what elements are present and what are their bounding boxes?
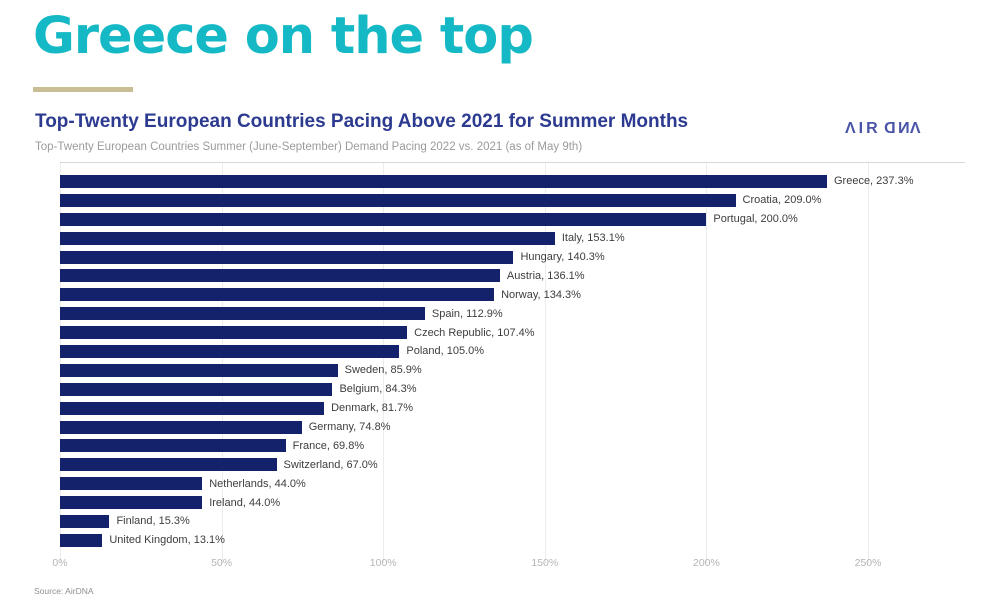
- logo-letter: Λ: [909, 120, 924, 137]
- bar-label: Greece, 237.3%: [833, 175, 914, 188]
- bar-switzerland: [60, 458, 277, 472]
- bar-portugal: [60, 212, 707, 226]
- bar-ireland: [60, 496, 203, 510]
- bar-label: Italy, 153.1%: [561, 232, 625, 245]
- bar-label: Spain, 112.9%: [431, 307, 503, 320]
- bar-netherlands: [60, 477, 203, 491]
- bar-norway: [60, 288, 495, 302]
- bar-label: Sweden, 85.9%: [344, 364, 422, 377]
- x-tick-label: 50%: [211, 557, 233, 569]
- bar-row: Germany, 74.8%: [60, 418, 965, 437]
- bar-label: Hungary, 140.3%: [520, 251, 605, 263]
- bar-greece: [60, 174, 827, 188]
- bar-label: Croatia, 209.0%: [742, 194, 822, 207]
- bar-denmark: [60, 401, 325, 415]
- bar-belgium: [60, 382, 333, 396]
- bar-row: Italy, 153.1%: [60, 229, 965, 248]
- x-tick-label: 250%: [854, 557, 882, 569]
- bar-row: United Kingdom, 13.1%: [60, 531, 965, 550]
- x-tick-label: 150%: [531, 557, 559, 569]
- bar-label: United Kingdom, 13.1%: [109, 534, 225, 547]
- bar-row: Czech Republic, 107.4%: [60, 323, 965, 342]
- bar-row: Portugal, 200.0%: [60, 210, 965, 229]
- bar-france: [60, 439, 286, 453]
- bar-spain: [60, 307, 425, 321]
- bar-row: Hungary, 140.3%: [60, 248, 965, 267]
- gridline: [221, 163, 223, 563]
- logo-letter: I: [858, 120, 867, 137]
- bar-row: Switzerland, 67.0%: [60, 455, 965, 474]
- bar-label: Austria, 136.1%: [506, 269, 585, 282]
- bar-hungary: [60, 250, 514, 264]
- bar-label: Germany, 74.8%: [308, 421, 391, 434]
- bar-row: Spain, 112.9%: [60, 304, 965, 323]
- x-tick-label: 200%: [692, 557, 720, 569]
- slide-title: Greece on the top: [33, 7, 534, 66]
- bar-finland: [60, 514, 110, 528]
- bar-row: Poland, 105.0%: [60, 342, 965, 361]
- source-note: Source: AirDNA: [34, 586, 94, 596]
- gridline: [383, 163, 385, 563]
- bar-italy: [60, 231, 555, 245]
- bar-row: Ireland, 44.0%: [60, 493, 965, 512]
- bar-chart-plot: Greece, 237.3% Croatia, 209.0% Portugal, 2…: [60, 162, 965, 563]
- bar-austria: [60, 269, 500, 283]
- bar-row: Greece, 237.3%: [60, 172, 965, 191]
- bar-label: Ireland, 44.0%: [209, 496, 281, 509]
- bar-united-kingdom: [60, 533, 103, 547]
- logo-letter: Λ: [845, 120, 859, 137]
- bar-label: Belgium, 84.3%: [339, 383, 417, 396]
- gridline: [868, 163, 870, 563]
- bar-germany: [60, 420, 302, 434]
- logo-letter: N: [895, 120, 910, 137]
- bar-label: Switzerland, 67.0%: [283, 458, 378, 471]
- bar-row: Austria, 136.1%: [60, 266, 965, 285]
- bar-label: Portugal, 200.0%: [713, 213, 798, 226]
- bar-label: Czech Republic, 107.4%: [414, 326, 535, 339]
- x-tick-label: 100%: [369, 557, 397, 569]
- airdna-logo: ΛIRDNΛ: [845, 120, 923, 138]
- bar-sweden: [60, 363, 338, 377]
- bar-label: Finland, 15.3%: [116, 515, 190, 528]
- gridline: [544, 163, 546, 563]
- bar-row: Denmark, 81.7%: [60, 399, 965, 418]
- x-axis: 0% 50% 100% 150% 200% 250%: [52, 557, 965, 571]
- bar-row: Croatia, 209.0%: [60, 191, 965, 210]
- bar-row: Belgium, 84.3%: [60, 380, 965, 399]
- bar-czech-republic: [60, 326, 408, 340]
- chart-title: Top-Twenty European Countries Pacing Abo…: [35, 111, 689, 132]
- x-tick-label: 0%: [52, 557, 68, 569]
- bar-label: Norway, 134.3%: [501, 288, 581, 301]
- chart-subtitle: Top-Twenty European Countries Summer (Ju…: [35, 141, 583, 153]
- bar-label: Poland, 105.0%: [406, 345, 485, 358]
- gridline: [706, 163, 708, 563]
- logo-letter: R: [866, 120, 881, 137]
- bar-poland: [60, 344, 400, 358]
- bar-row: Sweden, 85.9%: [60, 361, 965, 380]
- bar-row: Norway, 134.3%: [60, 285, 965, 304]
- bar-label: Netherlands, 44.0%: [209, 477, 306, 490]
- bar-row: Netherlands, 44.0%: [60, 474, 965, 493]
- bar-label: Denmark, 81.7%: [331, 402, 413, 415]
- title-underline-decoration: [33, 87, 133, 92]
- bar-croatia: [60, 193, 736, 207]
- bar-label: France, 69.8%: [292, 439, 365, 452]
- bar-row: France, 69.8%: [60, 436, 965, 455]
- gridline: [60, 163, 61, 563]
- logo-letter: D: [880, 120, 896, 137]
- bar-row: Finland, 15.3%: [60, 512, 965, 531]
